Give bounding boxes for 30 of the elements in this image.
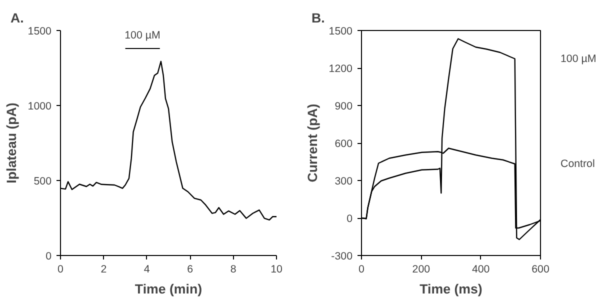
chart-title: A. [10, 10, 24, 26]
text: Control [560, 158, 595, 170]
chart-title: B. [312, 10, 325, 26]
text: 100 µM [560, 52, 596, 65]
y-tick-label: 1000 [28, 100, 52, 112]
y-tick-label: -300 [331, 250, 353, 262]
y-tick-label: 0 [346, 213, 353, 225]
x-tick-label: 400 [472, 264, 490, 276]
y-axis-title: Current (pA) [304, 104, 320, 182]
y-tick-label: 1200 [328, 63, 353, 75]
x-tick-label: 8 [230, 264, 236, 276]
x-axis-title: Time (ms) [420, 282, 482, 296]
y-tick-label: 600 [334, 138, 353, 150]
x-tick-label: 600 [532, 264, 550, 276]
x-tick-label: 200 [412, 264, 430, 276]
y-tick-label: 900 [334, 100, 353, 112]
x-tick-label: 0 [358, 264, 365, 276]
x-tick-label: 10 [270, 264, 282, 276]
y-tick-label: 500 [34, 176, 52, 188]
y-axis-title: Iplateau (pA) [4, 102, 19, 184]
x-axis-title: Time (min) [134, 282, 202, 296]
y-tick-label: 0 [46, 250, 52, 262]
x-tick-label: 6 [187, 264, 194, 276]
y-tick-label: 300 [334, 176, 353, 188]
y-tick-label: 1500 [28, 26, 52, 38]
x-tick-label: 4 [144, 264, 150, 276]
y-tick-label: 1500 [328, 26, 353, 38]
x-tick-label: 2 [100, 264, 107, 276]
x-tick-label: 0 [58, 264, 64, 276]
annotation: 100 µM [124, 30, 160, 42]
